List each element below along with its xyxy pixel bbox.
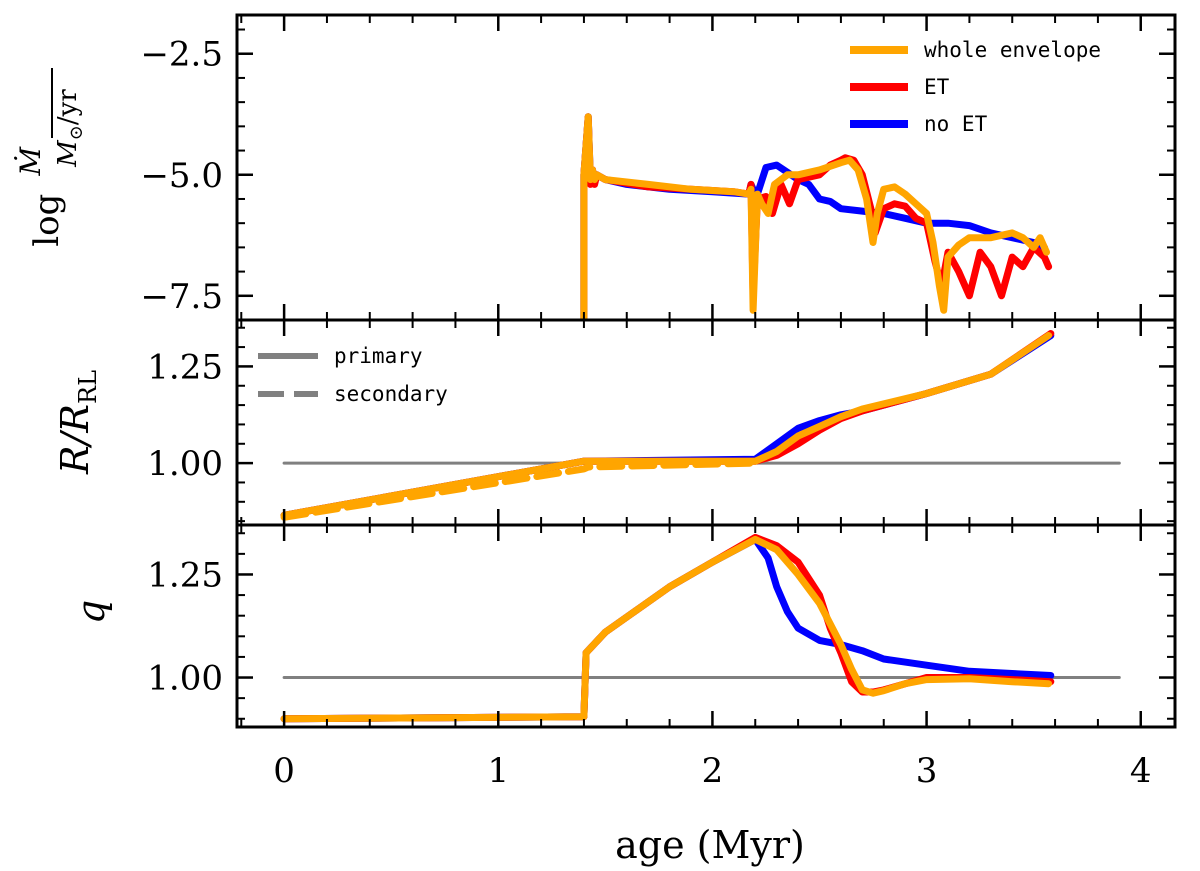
q-ytick-label: 1.00 — [147, 659, 223, 699]
q-frame — [235, 523, 1177, 729]
radius-legend-label: secondary — [334, 382, 448, 406]
q-series-et — [280, 533, 1055, 723]
mdot-series-et — [580, 113, 1053, 320]
radius-panel: 1.00 1.25 primary secondary — [147, 318, 1177, 527]
mdot-ylabel: log Ṁ M⊙/yr — [5, 68, 87, 247]
q-ylabel: q — [69, 600, 113, 624]
radius-legend-label: primary — [334, 344, 423, 368]
q-ylabel-text: q — [69, 600, 113, 624]
x-tick-label: 2 — [702, 751, 724, 791]
radius-series-whole-envelope-secondary — [280, 459, 759, 521]
mdot-legend-label: whole envelope — [924, 38, 1101, 62]
radius-ytick-label: 1.25 — [147, 347, 223, 387]
mdot-ytick-label: −2.5 — [140, 35, 223, 75]
mdot-ytick-label: −7.5 — [140, 277, 223, 317]
mdot-ytick-label: −5.0 — [140, 156, 223, 196]
radius-legend: primary secondary — [258, 344, 448, 406]
mdot-legend: whole envelope ET no ET — [850, 38, 1101, 136]
svg-text:R/RRL: R/RRL — [53, 370, 102, 475]
x-tick-label: 4 — [1130, 751, 1152, 791]
q-series-no-et — [280, 535, 1055, 723]
x-tick-label: 1 — [487, 751, 509, 791]
mdot-series-no-et — [580, 113, 1048, 320]
x-axis-label: age (Myr) — [615, 823, 805, 867]
q-ytick-label: 1.25 — [147, 555, 223, 595]
radius-ytick-label: 1.00 — [147, 444, 223, 484]
q-series-whole-envelope — [280, 535, 1053, 723]
x-tick-label: 0 — [273, 751, 295, 791]
radius-ylabel: R/RRL — [53, 370, 102, 475]
mdot-panel: −2.5 −5.0 −7.5 whole envelope ET no ET — [140, 13, 1177, 322]
svg-text:log Ṁ M⊙/yr: log Ṁ M⊙/yr — [5, 89, 87, 247]
q-panel: 1.00 1.25 — [147, 523, 1177, 729]
mdot-series-whole-envelope — [580, 113, 1050, 320]
mdot-legend-label: no ET — [924, 112, 988, 136]
x-tick-label: 3 — [916, 751, 938, 791]
mdot-legend-label: ET — [924, 75, 950, 99]
